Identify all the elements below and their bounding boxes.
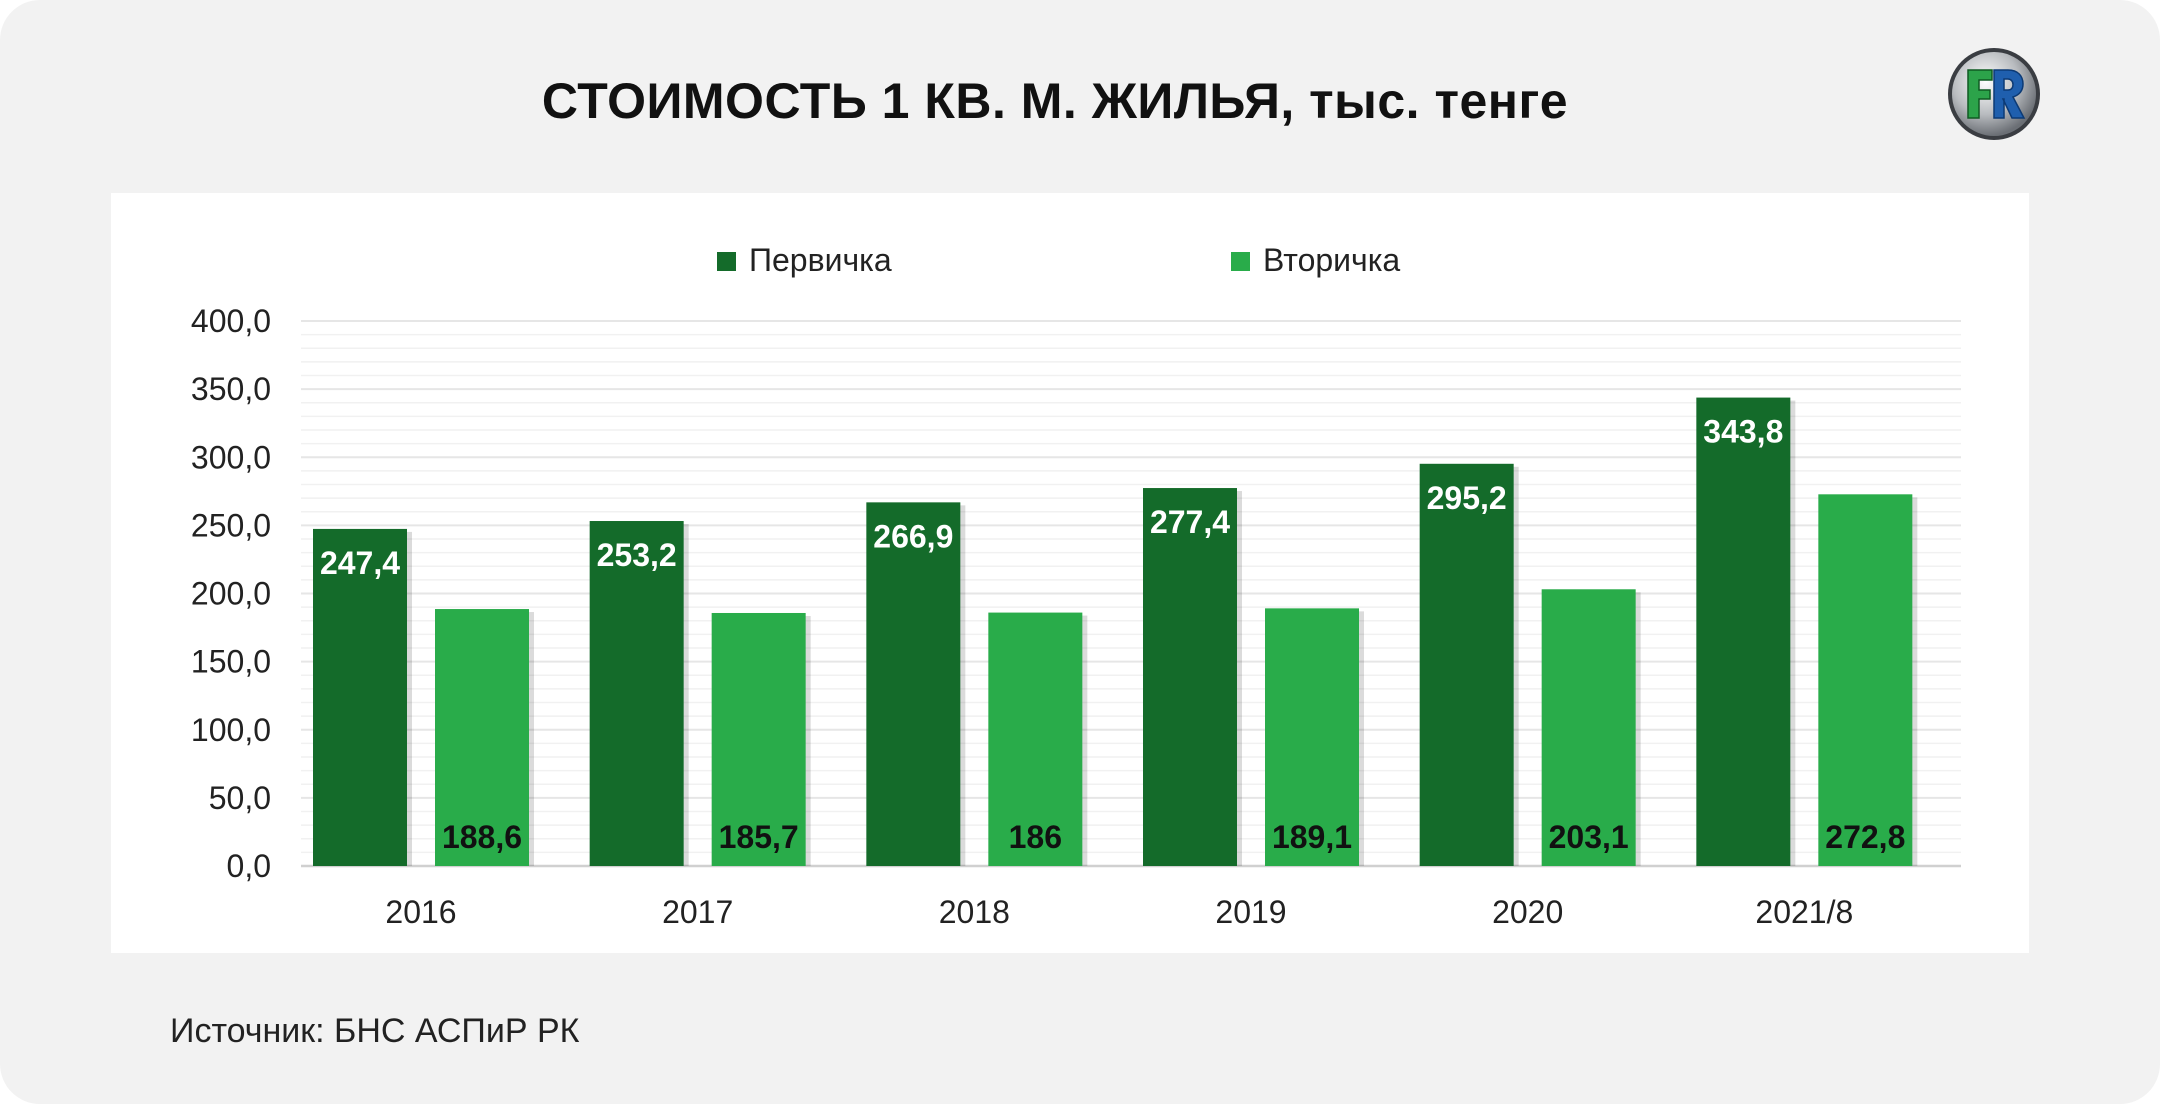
bar-vtorichka [711, 612, 806, 866]
bar-vtorichka [1541, 589, 1636, 866]
y-tick-label: 250,0 [191, 507, 271, 543]
y-tick-label: 200,0 [191, 576, 271, 612]
y-tick-label: 0,0 [227, 848, 271, 884]
bar-pervichka [1696, 397, 1791, 866]
bar-pervichka [1143, 488, 1237, 866]
data-label-pervichka: 343,8 [1703, 414, 1783, 450]
legend-label: Вторичка [1263, 242, 1400, 278]
bar-pervichka [313, 528, 407, 866]
y-tick-label: 150,0 [191, 644, 271, 680]
source-note: Источник: БНС АСПиР РК [170, 1012, 580, 1050]
data-label-vtorichka: 189,1 [1272, 819, 1352, 855]
fr-logo-icon [1948, 48, 2040, 140]
data-label-pervichka: 247,4 [320, 545, 400, 581]
x-tick-label: 2017 [662, 894, 733, 930]
bar-vtorichka [1265, 608, 1359, 866]
x-tick-label: 2019 [1215, 894, 1286, 930]
data-label-vtorichka: 186 [1009, 819, 1062, 855]
data-label-pervichka: 277,4 [1150, 504, 1230, 540]
bar-vtorichka [1818, 494, 1913, 866]
data-label-vtorichka: 203,1 [1549, 819, 1629, 855]
x-tick-label: 2018 [939, 894, 1010, 930]
chart-title: СТОИМОСТЬ 1 КВ. М. ЖИЛЬЯ, тыс. тенге [541, 73, 1569, 129]
x-tick-label: 2021/8 [1755, 894, 1853, 930]
bar-vtorichka [988, 612, 1083, 866]
data-label-pervichka: 253,2 [597, 537, 677, 573]
legend-swatch [1231, 252, 1250, 271]
data-label-pervichka: 266,9 [873, 518, 953, 554]
x-tick-label: 2016 [385, 894, 456, 930]
bar-chart: 0,0 50,0 100,0 150,0 200,0 250,0 300,0 350,0 400… [191, 242, 1961, 930]
bar-pervichka [1419, 463, 1514, 866]
y-tick-label: 350,0 [191, 371, 271, 407]
bar-vtorichka [435, 609, 529, 866]
data-label-vtorichka: 185,7 [719, 819, 799, 855]
bar-pervichka [866, 502, 961, 866]
bar-pervichka [589, 521, 684, 866]
legend-swatch [717, 252, 736, 271]
y-tick-label: 300,0 [191, 439, 271, 475]
data-label-vtorichka: 272,8 [1825, 819, 1905, 855]
data-label-vtorichka: 188,6 [442, 819, 522, 855]
data-label-pervichka: 295,2 [1427, 480, 1507, 516]
legend-label: Первичка [749, 242, 892, 278]
y-tick-label: 100,0 [191, 712, 271, 748]
y-tick-label: 50,0 [209, 780, 271, 816]
x-tick-label: 2020 [1492, 894, 1563, 930]
chart-panel: 0,0 50,0 100,0 150,0 200,0 250,0 300,0 350,0 400… [111, 193, 2029, 953]
y-tick-label: 400,0 [191, 303, 271, 339]
